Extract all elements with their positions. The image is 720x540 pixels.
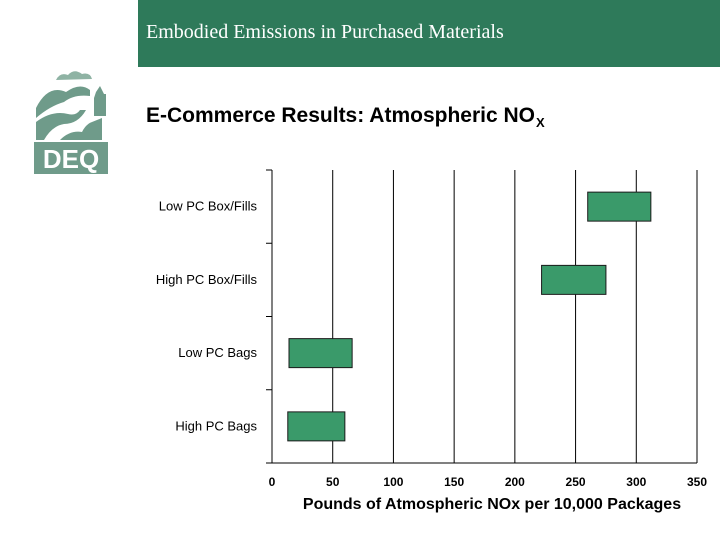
x-tick-label: 300: [626, 475, 646, 489]
category-label: High PC Box/Fills: [156, 272, 258, 287]
category-label: High PC Bags: [175, 418, 257, 433]
banner-title: Embodied Emissions in Purchased Material…: [146, 21, 504, 43]
range-bar: [541, 264, 607, 295]
header-banner: Embodied Emissions in Purchased Material…: [138, 0, 720, 67]
x-tick-label: 150: [444, 475, 464, 489]
x-tick-label: 0: [269, 475, 276, 489]
slide-title-main: E-Commerce Results: Atmospheric NO: [146, 104, 535, 127]
x-axis-label: Pounds of Atmospheric NOx per 10,000 Pac…: [303, 496, 681, 513]
chart-gridlines: [332, 170, 698, 463]
chart-axes: [266, 169, 697, 464]
range-bar: [288, 338, 353, 369]
range-bar: [587, 191, 652, 222]
x-tick-label: 200: [505, 475, 525, 489]
deq-logo: DEQ: [34, 71, 108, 174]
x-tick-label: 250: [566, 475, 586, 489]
category-label: Low PC Box/Fills: [159, 199, 258, 214]
chart-labels: 0 50 100 150 200 250 300 350 Low PC Box/Fills Hig…: [156, 199, 707, 489]
slide-title-subscript: X: [535, 115, 545, 130]
chart-bars: [287, 191, 652, 442]
logo-landscape-icon: [36, 71, 106, 140]
slide-title: E-Commerce Results: Atmospheric NOX: [146, 104, 545, 130]
x-tick-label: 100: [383, 475, 403, 489]
x-tick-label: 50: [326, 475, 340, 489]
x-tick-label: 350: [687, 475, 707, 489]
range-bar: [287, 411, 346, 442]
logo-text-background: [34, 142, 108, 174]
logo-text: DEQ: [43, 144, 99, 174]
category-label: Low PC Bags: [178, 345, 257, 360]
